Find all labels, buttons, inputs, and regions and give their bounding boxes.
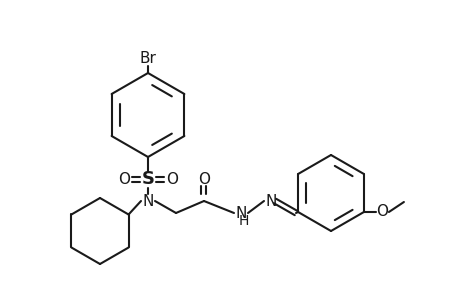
Text: O: O bbox=[375, 205, 387, 220]
Text: O: O bbox=[197, 172, 210, 187]
Text: Br: Br bbox=[139, 51, 156, 66]
Text: S: S bbox=[141, 170, 154, 188]
Text: N: N bbox=[142, 194, 153, 208]
Text: H: H bbox=[238, 214, 249, 228]
Text: O: O bbox=[118, 172, 130, 187]
Text: N: N bbox=[265, 194, 277, 208]
Text: N: N bbox=[235, 206, 247, 220]
Text: O: O bbox=[166, 172, 178, 187]
